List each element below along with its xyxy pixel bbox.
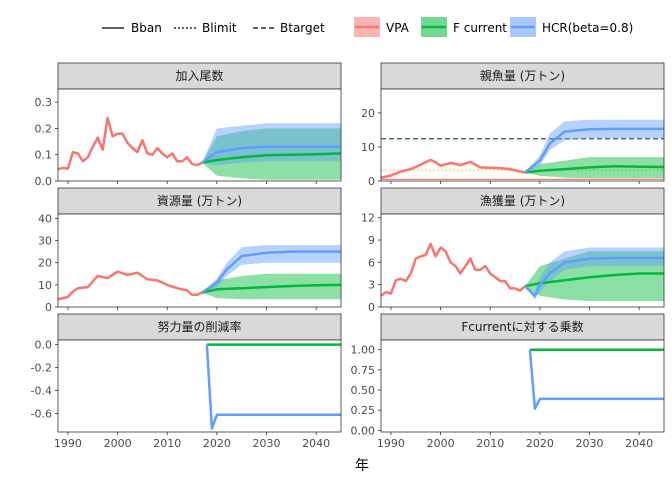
plot-area-biomass <box>58 214 341 307</box>
series-vpa-catch <box>381 242 526 297</box>
legend-label-btarget: Btarget <box>280 21 325 35</box>
strip-effort <box>57 313 342 341</box>
strip-title-multiplier: Fcurrentに対する乗数 <box>461 319 583 334</box>
xtick-label-multiplier-5: 2040 <box>625 437 653 450</box>
xtick-label-effort-2: 2010 <box>153 437 181 450</box>
ytick-label-multiplier-0: 0.00 <box>351 424 376 437</box>
panel-effort: 努力量の削減率 0.0 -0.2 -0.4 -0.6 1990 2000 2010 2020 20… <box>31 313 342 450</box>
ytick-label-effort-2: -0.4 <box>31 385 52 398</box>
strip-ssb <box>380 62 665 90</box>
ribbon-hcr-catch <box>525 247 664 300</box>
ytick-label-catch-0: 0 <box>368 301 375 314</box>
ytick-label-catch-2: 6 <box>368 256 375 269</box>
panel-border-biomass <box>57 213 342 308</box>
series-fcur-recruit <box>201 152 341 164</box>
strip-title-catch: 漁獲量 (万トン) <box>480 194 565 208</box>
series-fcur-ssb <box>524 165 664 174</box>
legend-label-fcur: F current <box>453 21 507 35</box>
panel-border-effort <box>57 339 342 433</box>
ytick-label-biomass-3: 30 <box>38 235 52 248</box>
ytick-label-ssb-2: 20 <box>361 107 375 120</box>
ytick-label-effort-0: 0.0 <box>35 339 53 352</box>
xtick-label-effort-3: 2020 <box>203 437 231 450</box>
xtick-label-multiplier-0: 1990 <box>377 437 405 450</box>
xtick-label-multiplier-4: 2030 <box>576 437 604 450</box>
ytick-label-catch-1: 3 <box>368 279 375 292</box>
plot-layer-ssb <box>381 119 664 180</box>
panel-biomass: 資源量 (万トン) 0 10 20 30 40 <box>38 187 342 314</box>
series-hcr-multiplier <box>528 349 664 410</box>
panel-catch: 漁獲量 (万トン) 0 3 6 9 12 <box>361 187 665 314</box>
strip-title-biomass: 資源量 (万トン) <box>157 194 242 208</box>
ytick-label-catch-3: 9 <box>368 234 375 247</box>
xtick-label-multiplier-3: 2020 <box>526 437 554 450</box>
plot-layer-recruit <box>58 116 341 180</box>
panel-border-ssb <box>380 88 665 182</box>
legend-label-vpa: VPA <box>386 21 410 35</box>
panel-border-recruit <box>57 88 342 182</box>
ytick-label-multiplier-4: 1.00 <box>351 344 376 357</box>
plot-layer-catch <box>381 242 664 301</box>
strip-biomass <box>57 187 342 215</box>
plot-layer-biomass <box>58 245 341 301</box>
xtick-label-effort-4: 2030 <box>253 437 281 450</box>
panel-border-catch <box>380 213 665 308</box>
series-hcr-ssb <box>524 127 664 174</box>
ytick-label-effort-1: -0.2 <box>31 362 52 375</box>
plot-layer-multiplier <box>528 348 664 410</box>
ytick-label-biomass-2: 20 <box>38 257 52 270</box>
strip-title-effort: 努力量の削減率 <box>157 319 241 334</box>
xtick-label-effort-0: 1990 <box>54 437 82 450</box>
strip-title-ssb: 親魚量 (万トン) <box>480 69 565 83</box>
panel-border-multiplier <box>380 339 665 433</box>
ytick-label-recruit-1: 0.1 <box>35 149 53 162</box>
series-hcr-biomass <box>201 250 341 294</box>
series-vpa-ssb <box>381 158 526 179</box>
series-vpa-biomass <box>58 270 203 301</box>
legend: Bban Blimit Btarget VPA F current HCR(be… <box>102 17 633 37</box>
legend-label-bban: Bban <box>131 21 162 35</box>
ribbon-hcr-ssb <box>525 119 664 173</box>
strip-recruit <box>57 62 342 90</box>
ytick-label-recruit-0: 0.0 <box>35 175 53 188</box>
series-hcr-recruit <box>201 145 341 164</box>
ytick-label-recruit-3: 0.3 <box>35 96 53 109</box>
panel-recruit: 加入尾数 0.0 0.1 0.2 0.3 <box>35 62 342 188</box>
xtick-label-effort-5: 2040 <box>302 437 330 450</box>
panel-grid: 加入尾数 0.0 0.1 0.2 0.3 親魚量 (万トン) 0 10 20 資源量 (万トン) 0… <box>31 62 665 450</box>
ytick-label-ssb-1: 10 <box>361 141 375 154</box>
xtick-label-multiplier-2: 2010 <box>476 437 504 450</box>
plot-layer-effort <box>205 343 341 430</box>
series-hcr-effort <box>205 344 341 430</box>
xtick-label-effort-1: 2000 <box>104 437 132 450</box>
ribbon-hcr-biomass <box>202 245 341 293</box>
ytick-label-multiplier-2: 0.50 <box>351 384 376 397</box>
ytick-label-biomass-1: 10 <box>38 279 52 292</box>
ytick-label-effort-3: -0.6 <box>31 408 52 421</box>
plot-area-catch <box>381 214 664 307</box>
plot-area-effort <box>58 340 341 432</box>
series-fcur-biomass <box>201 283 341 294</box>
legend-label-blimit: Blimit <box>202 21 237 35</box>
ytick-label-ssb-0: 0 <box>368 175 375 188</box>
panel-ssb: 親魚量 (万トン) 0 10 20 <box>361 62 665 188</box>
ytick-label-biomass-4: 40 <box>38 212 52 225</box>
ytick-label-multiplier-3: 0.75 <box>351 364 376 377</box>
panel-multiplier: Fcurrentに対する乗数 0.00 0.25 0.50 0.75 1.00 1990 20… <box>351 313 665 450</box>
ytick-label-biomass-0: 0 <box>45 301 52 314</box>
series-hcr-catch <box>524 256 664 298</box>
strip-catch <box>380 187 665 215</box>
series-vpa-recruit <box>58 116 203 171</box>
strip-title-recruit: 加入尾数 <box>175 68 223 83</box>
ytick-label-catch-4: 12 <box>361 212 375 225</box>
xtick-label-multiplier-1: 2000 <box>427 437 455 450</box>
plot-area-multiplier <box>381 340 664 432</box>
ytick-label-multiplier-1: 0.25 <box>351 404 376 417</box>
x-axis-title: 年 <box>355 458 369 474</box>
legend-label-hcr: HCR(beta=0.8) <box>542 21 633 35</box>
ytick-label-recruit-2: 0.2 <box>35 122 53 135</box>
